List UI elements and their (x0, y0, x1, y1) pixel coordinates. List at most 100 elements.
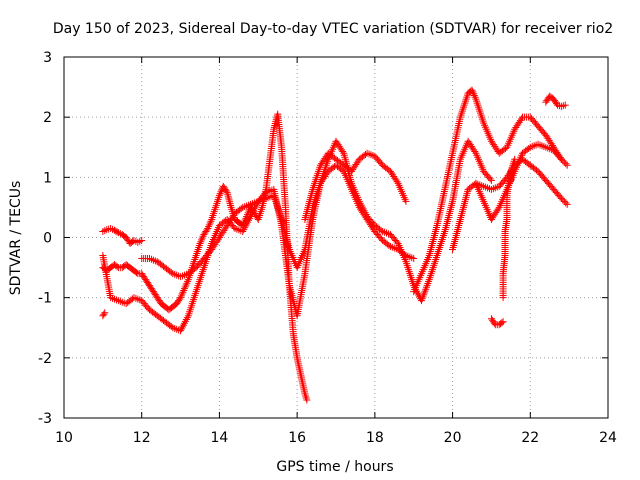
series-track-12 (99, 309, 109, 320)
data-point (561, 101, 569, 109)
data-point (176, 295, 184, 303)
data-point (559, 196, 567, 204)
data-point (487, 176, 495, 184)
data-point (197, 238, 205, 246)
data-point (134, 238, 142, 246)
data-point (491, 184, 499, 192)
data-point (560, 158, 568, 166)
data-point (180, 285, 188, 293)
data-point (215, 191, 223, 199)
plot-frame (63, 56, 609, 419)
data-point (367, 151, 375, 159)
grid-lines (64, 57, 608, 418)
data-point (556, 154, 564, 162)
series-track-8 (472, 140, 565, 223)
data-point (138, 237, 146, 245)
x-tick-label: 16 (288, 430, 306, 446)
data-point (196, 240, 204, 248)
data-point (216, 190, 224, 198)
data-point (181, 283, 189, 291)
data-point (557, 155, 565, 163)
data-point (101, 309, 109, 317)
x-axis-label: GPS time / hours (276, 459, 393, 475)
y-tick-labels: -3 -2 -1 0 1 2 3 (38, 50, 52, 427)
series-track-1 (99, 224, 146, 248)
series-track-3 (99, 137, 495, 335)
data-point (303, 396, 311, 404)
x-tick-label: 12 (133, 430, 151, 446)
data-point (207, 217, 215, 225)
y-tick-label: -3 (38, 411, 52, 427)
y-axis-label: SDTVAR / TECUs (8, 181, 24, 296)
series-track-7 (449, 155, 571, 254)
x-tick-label: 24 (599, 430, 617, 446)
data-point (517, 115, 525, 123)
series-track-2 (99, 110, 311, 404)
x-tick-label: 22 (521, 430, 539, 446)
data-point (180, 286, 188, 294)
data-point (205, 223, 213, 231)
data-point (100, 310, 108, 318)
data-point (499, 318, 507, 326)
y-tick-label: 2 (43, 110, 52, 126)
data-point (562, 199, 570, 207)
data-point (468, 86, 476, 94)
series-track-5 (301, 149, 410, 223)
data-point (506, 178, 514, 186)
data-point (222, 187, 230, 195)
series-track-10 (499, 155, 519, 302)
data-point (469, 88, 477, 96)
data-point (113, 228, 121, 236)
data-point (470, 92, 478, 100)
data-point (217, 188, 225, 196)
data-point (198, 234, 206, 242)
data-point (557, 194, 565, 202)
data-point (113, 263, 121, 271)
chart-title: Day 150 of 2023, Sidereal Day-to-day VTE… (53, 21, 613, 37)
x-tick-label: 18 (366, 430, 384, 446)
data-point (511, 155, 519, 163)
data-point (486, 175, 494, 183)
data-point (339, 148, 347, 156)
data-point (198, 236, 206, 244)
y-tick-label: 3 (43, 50, 52, 66)
data-point (205, 221, 213, 229)
data-point (402, 197, 410, 205)
data-point (184, 277, 192, 285)
data-point (498, 319, 506, 327)
data-point (133, 269, 141, 277)
x-tick-label: 14 (211, 430, 229, 446)
data-point (206, 219, 214, 227)
y-tick-label: -2 (38, 351, 52, 367)
data-point (489, 318, 497, 326)
series-track-11 (542, 92, 569, 110)
data-point (470, 90, 478, 98)
data-point (559, 102, 567, 110)
data-point (471, 93, 479, 101)
data-point (494, 205, 502, 213)
data-point (179, 288, 187, 296)
data-point (471, 148, 479, 156)
data-point (410, 255, 418, 263)
data-point (563, 161, 571, 169)
data-point (552, 98, 560, 106)
data-point (136, 237, 144, 245)
data-point (393, 178, 401, 186)
data-marks (99, 86, 571, 404)
data-point (560, 197, 568, 205)
y-tick-label: -1 (38, 291, 52, 307)
x-tick-label: 20 (444, 430, 462, 446)
data-point (490, 319, 498, 327)
data-point (563, 200, 571, 208)
series-track-6 (410, 86, 571, 296)
data-point (178, 290, 186, 298)
series-track-9 (487, 315, 507, 329)
data-point (393, 238, 401, 246)
data-point (182, 281, 190, 289)
y-tick-label: 1 (43, 170, 52, 186)
data-point (99, 312, 107, 320)
x-tick-labels: 10 12 14 16 18 20 22 24 (55, 430, 617, 446)
data-point (183, 279, 191, 287)
x-tick-label: 10 (55, 430, 73, 446)
